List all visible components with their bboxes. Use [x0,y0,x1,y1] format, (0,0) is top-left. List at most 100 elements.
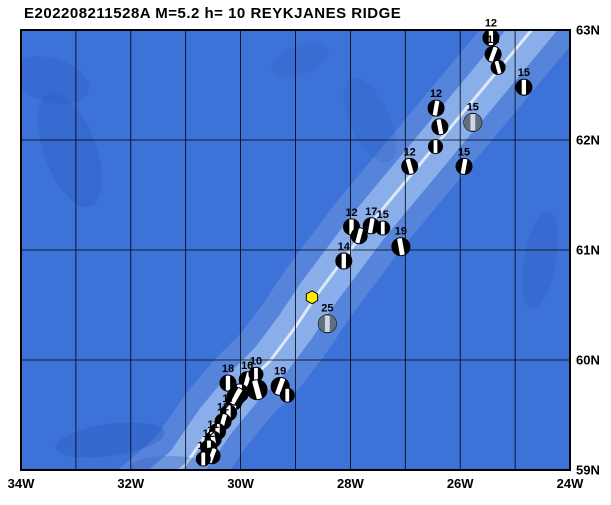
beachball-lobe [498,60,506,74]
beachball-lobe [391,238,401,256]
depth-label: 12 [485,18,497,30]
depth-label: 25 [321,303,333,315]
beachball-lobe [351,227,360,243]
focal-mechanism-beachball [246,379,268,401]
beachball-lobe [428,139,434,154]
lon-tick-label: 32W [117,476,144,491]
bathymetry-patch [343,77,397,163]
beachball-lobe [401,237,410,255]
focal-mechanism-beachball: 25 [317,303,337,334]
beachball-lobe [375,221,381,235]
focal-mechanism-beachball: 12 [401,146,419,175]
beachball-lobe [343,219,350,235]
bathymetry-patch [271,43,329,77]
depth-label: 12 [404,146,416,158]
beachball-lobe [205,452,211,466]
depth-label: 12 [217,402,229,414]
bathymetry-patch [21,56,90,104]
focal-mechanism-beachball: 15 [375,209,391,236]
lat-tick-label: 61N [576,243,600,258]
depth-label: 15 [377,209,389,221]
beachball-lobe [491,61,498,75]
depth-label: 15 [458,146,470,158]
bathymetry-patch [522,210,558,310]
focal-mechanism-beachball: 18 [219,363,237,392]
beachball-lobe [456,158,464,174]
depth-label: 19 [395,226,407,238]
bathymetry-patch [130,456,210,470]
beachball-lobe [401,159,410,175]
focal-mechanism-beachball: 15 [463,101,483,132]
depth-label: 14 [338,241,351,253]
beachball-lobe [431,119,440,135]
bathymetry-patch [55,422,165,458]
beachball-lobe [436,100,445,117]
epicenter-marker [305,290,319,305]
depth-label: 17 [222,393,234,405]
lat-tick-label: 60N [576,353,600,368]
beachball-lobe [257,379,268,399]
lat-tick-label: 62N [576,133,600,148]
lat-tick-label: 63N [576,23,600,38]
beachball-lobe [227,387,239,403]
depth-label: 12 [430,88,442,100]
beachball-lobe [289,388,295,402]
beachball-lobe [219,423,226,440]
lon-tick-label: 26W [447,476,474,491]
map-background [21,30,570,470]
beachball-lobe [239,371,248,387]
depth-label: 17 [365,206,377,218]
lon-tick-label: 24W [557,476,584,491]
focal-mechanism-beachball: 15 [515,67,533,96]
focal-mechanism-beachball: 15 [455,146,473,175]
depth-label: 12 [203,428,215,440]
focal-mechanism-beachball [490,59,506,75]
focal-mechanism-beachball [226,386,246,406]
beachball-lobe [463,113,471,132]
depth-label: 10 [250,355,262,367]
beachball-lobe [257,367,263,382]
beachball-lobe [223,414,231,430]
depth-label: 11 [207,419,219,431]
beachball-lobe [359,228,368,244]
focal-mechanism-beachball [427,139,443,155]
map-frame [20,29,571,471]
beachball-lobe [318,315,325,333]
focal-mechanism-beachball: 12 [484,34,502,63]
beachball-lobe [213,431,222,447]
focal-mechanism-beachball: 11 [195,440,211,467]
focal-mechanism-beachball: 10 [248,355,264,382]
depth-label: 19 [274,365,286,377]
figure-title: E202208211528A M=5.2 h= 10 REYKJANES RID… [24,5,402,22]
focal-mechanism-beachball [431,118,449,136]
beachball-lobe [335,253,342,269]
beachball-lobe [230,405,237,421]
lon-tick-label: 34W [8,476,35,491]
beachball-lobe [515,79,522,95]
beachball-lobe [271,377,281,394]
beachball-lobe [363,217,371,234]
beachball-lobe [428,100,436,116]
depth-label: 16 [241,360,253,372]
beachball-lobe [211,449,221,464]
depth-label: 18 [222,363,234,375]
depth-label: 15 [467,101,479,113]
focal-mechanism-beachball [350,227,368,245]
beachball-lobe [437,139,443,154]
focal-mechanism-beachball: 19 [391,226,411,257]
beachball-lobe [475,113,482,132]
depth-label: 12 [487,34,499,46]
focal-mechanism-beachball: 12 [427,88,445,117]
lat-tick-label: 59N [576,463,600,478]
beachball-lobe [280,388,286,402]
lon-tick-label: 28W [337,476,364,491]
depth-label: 15 [518,67,530,79]
beachball-lobe [526,79,532,95]
beachball-lobe [345,253,352,269]
beachball-lobe [233,390,246,406]
depth-label: 11 [197,440,209,452]
beachball-lobe [493,29,499,46]
